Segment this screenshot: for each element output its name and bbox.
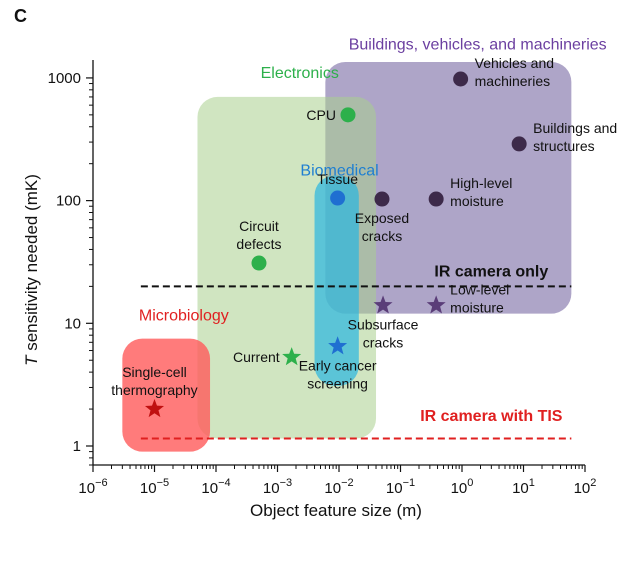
region-label-biomedical: Biomedical — [300, 163, 378, 180]
point-cpu — [340, 107, 356, 123]
region-buildings-vehicles-and-machineries — [325, 61, 572, 314]
y-tick-label: 100 — [56, 193, 81, 210]
x-tick-label: 10−3 — [263, 477, 292, 497]
region-biomedical — [314, 175, 359, 386]
point-high-level-moisture — [428, 191, 444, 207]
labels-layer: Buildings, vehicles, and machineries Elec… — [111, 37, 617, 425]
point-subsurface-cracks — [373, 295, 393, 314]
region-microbiology — [122, 338, 211, 452]
point-label-current: Current — [233, 349, 280, 365]
region-label-buildings-vehicles-and-machineries: Buildings, vehicles, and machineries — [349, 37, 607, 54]
point-label-circuit-defects: Circuit defects — [236, 218, 281, 252]
y-tick-label: 10 — [64, 315, 81, 332]
x-tick-label: 100 — [451, 477, 474, 497]
threshold-label-ir-camera-only: IR camera only — [434, 264, 548, 281]
point-early-cancer-screening — [328, 336, 348, 355]
point-label-cpu: CPU — [306, 107, 336, 123]
x-tick-label: 10−5 — [140, 477, 169, 497]
point-label-vehicles-and-machineries: Vehicles and machineries — [475, 55, 554, 89]
point-circuit-defects — [251, 255, 267, 271]
point-single-cell-thermography — [144, 399, 165, 418]
point-current — [282, 347, 302, 366]
point-label-tissue: Tissue — [317, 171, 358, 187]
point-low-level-moisture — [426, 295, 446, 314]
point-label-single-cell-thermography: Single-cell thermography — [111, 364, 197, 398]
point-label-subsurface-cracks: Subsurface cracks — [348, 316, 419, 350]
region-label-electronics: Electronics — [261, 65, 339, 82]
regions-layer — [122, 61, 572, 452]
point-label-early-cancer-screening: Early cancer screening — [299, 357, 377, 391]
x-tick-label: 101 — [512, 477, 535, 497]
point-label-buildings-and-structures: Buildings and structures — [533, 120, 617, 154]
x-tick-label: 10−2 — [324, 477, 353, 497]
x-axis-title: Object feature size (m) — [250, 501, 422, 520]
x-tick-label: 102 — [574, 477, 597, 497]
point-label-high-level-moisture: High-level moisture — [450, 175, 512, 209]
points-layer — [144, 71, 527, 418]
x-tick-label: 10−6 — [78, 477, 107, 497]
x-tick-label: 10−1 — [386, 477, 415, 497]
point-exposed-cracks — [374, 191, 390, 207]
point-tissue — [330, 190, 346, 206]
threshold-label-ir-camera-with-tis: IR camera with TIS — [420, 408, 563, 425]
panel-letter: C — [14, 6, 27, 26]
y-tick-label: 1000 — [48, 70, 81, 87]
point-label-exposed-cracks: Exposed cracks — [355, 210, 409, 244]
region-label-microbiology: Microbiology — [139, 308, 229, 325]
thresholds-layer — [140, 285, 572, 440]
point-buildings-and-structures — [511, 136, 527, 152]
y-tick-label: 1 — [73, 438, 81, 455]
point-label-low-level-moisture: Low-level moisture — [450, 281, 509, 315]
y-axis-title: T sensitivity needed (mK) — [22, 174, 41, 366]
axes-layer: 10−6 10−5 10−4 10−3 10−2 10−1 100 101 102 1 10 100 1… — [48, 60, 597, 497]
point-vehicles-and-machineries — [453, 71, 469, 87]
x-tick-label: 10−4 — [201, 477, 230, 497]
